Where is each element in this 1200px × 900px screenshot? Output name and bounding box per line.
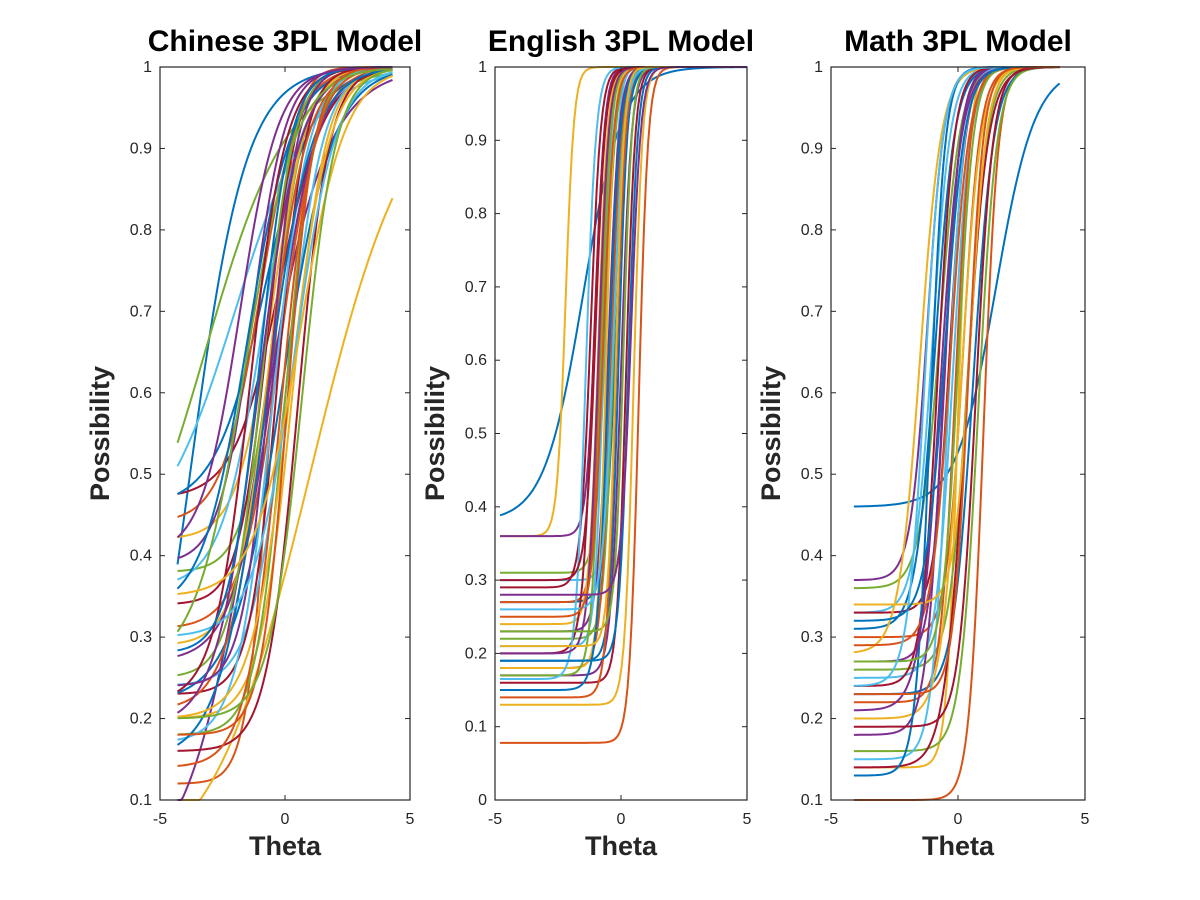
y-tick-label: 0.5 [465, 426, 487, 443]
y-tick-label: 0.7 [130, 303, 152, 320]
x-tick-label: 0 [954, 811, 963, 828]
series-line [177, 68, 393, 720]
y-tick-label: 0.2 [465, 645, 487, 662]
series-line [177, 74, 393, 595]
y-tick-label: 0.3 [465, 572, 487, 589]
x-tick-label: 5 [1081, 811, 1090, 828]
chart-panel-2: 00.10.20.30.40.50.60.70.80.91-5 0 5English… [420, 25, 754, 861]
series-line [176, 66, 393, 539]
x-axis-label: Theta [585, 831, 658, 861]
x-tick-label: 0 [617, 811, 626, 828]
y-tick-label: 0.5 [801, 466, 823, 483]
y-tick-label: 0.2 [801, 711, 823, 728]
chart-title: Math 3PL Model [844, 25, 1072, 58]
y-tick-label: 0.8 [130, 222, 152, 239]
y-tick-label: 0.6 [465, 352, 487, 369]
y-tick-label: 0.9 [130, 140, 152, 157]
x-axis-label: Theta [922, 831, 995, 861]
y-tick-label: 0.3 [801, 629, 823, 646]
series-line [177, 197, 394, 801]
series-lines [499, 66, 748, 744]
y-tick-label: 0.2 [130, 711, 152, 728]
y-tick-label: 0.6 [130, 385, 152, 402]
chart-title: English 3PL Model [488, 25, 754, 58]
series-lines [853, 66, 1061, 801]
y-tick-label: 0.1 [465, 719, 487, 736]
x-tick-label: -5 [153, 811, 167, 828]
y-tick-label: 0.7 [465, 279, 487, 296]
y-tick-label: 0.4 [130, 548, 152, 565]
chart-panel-3: 0.1 0.2 0.3 0.4 0.5 0.6 0.7 0.8 0.9 1 -5 0 5 Math 3PL… [756, 25, 1090, 861]
y-axis-label: Possibility [420, 366, 450, 501]
x-tick-label: -5 [488, 811, 502, 828]
y-axis-label: Possibility [85, 366, 115, 501]
series-line [177, 66, 393, 687]
series-lines [176, 66, 394, 801]
chart-panel-1: 0.1 0.2 0.3 0.4 0.5 0.6 0.7 0.8 0.9 1 -5 0 5 Chinese … [85, 25, 422, 861]
series-line [177, 67, 393, 752]
y-tick-label: 1 [143, 59, 152, 76]
y-tick-label: 1 [814, 59, 823, 76]
series-line [177, 67, 393, 719]
y-tick-label: 0.6 [801, 385, 823, 402]
x-tick-label: -5 [824, 811, 838, 828]
y-tick-label: 0.8 [465, 206, 487, 223]
y-tick-label: 0.9 [801, 140, 823, 157]
series-line [176, 68, 393, 746]
y-tick-label: 0.3 [130, 629, 152, 646]
y-tick-label: 0.4 [801, 548, 823, 565]
y-tick-label: 0 [478, 792, 487, 809]
x-tick-label: 0 [281, 811, 290, 828]
series-line [177, 66, 393, 736]
series-line [853, 66, 1060, 728]
y-tick-label: 0.5 [130, 466, 152, 483]
y-tick-label: 1 [478, 59, 487, 76]
x-tick-label: 5 [406, 811, 415, 828]
y-tick-label: 0.1 [801, 792, 823, 809]
y-tick-label: 0.7 [801, 303, 823, 320]
series-line [853, 66, 1060, 753]
series-line [853, 66, 1060, 590]
y-axis-label: Possibility [756, 366, 786, 501]
y-tick-label: 0.8 [801, 222, 823, 239]
series-line [177, 67, 393, 628]
y-tick-label: 0.4 [465, 499, 487, 516]
x-axis-label: Theta [249, 831, 322, 861]
x-tick-label: 5 [743, 811, 752, 828]
chart-title: Chinese 3PL Model [148, 25, 423, 58]
y-tick-label: 0.1 [130, 792, 152, 809]
y-tick-label: 0.9 [465, 132, 487, 149]
